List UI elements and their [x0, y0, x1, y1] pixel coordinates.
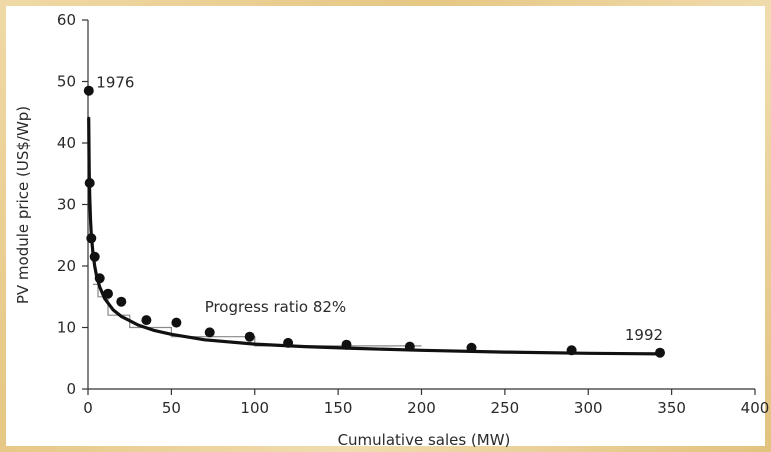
y-tick-label: 50: [57, 73, 76, 91]
data-point: [466, 342, 477, 353]
data-point: [283, 337, 294, 348]
data-point: [171, 317, 182, 328]
data-point: [103, 288, 113, 299]
x-tick-label: 250: [491, 399, 520, 417]
annotation-label: 1992: [625, 326, 663, 344]
y-tick-label: 40: [57, 134, 76, 152]
y-tick-label: 20: [57, 257, 76, 275]
data-point: [83, 85, 94, 96]
data-point: [84, 178, 95, 188]
x-tick-label: 300: [574, 399, 603, 417]
annotation-label: 1976: [96, 74, 134, 92]
data-point: [404, 341, 415, 352]
fit-series: [87, 116, 662, 356]
data-point: [86, 233, 97, 244]
y-tick-label: 0: [66, 380, 76, 398]
y-tick-label: 30: [57, 196, 76, 214]
y-axis-label: PV module price (US$/Wp): [14, 106, 32, 304]
data-point: [566, 345, 577, 356]
axes: 0 10 20 30 40 50 60 0 50 100 150 200 250 300 350 400: [57, 11, 769, 417]
y-tick-label: 10: [57, 319, 76, 337]
annotations: 1976 Progress ratio 82% 1992: [96, 74, 663, 344]
x-axis-label: Cumulative sales (MW): [338, 431, 511, 449]
data-point: [204, 327, 215, 338]
x-tick-label: 100: [240, 399, 269, 417]
x-tick-label: 400: [741, 399, 770, 417]
data-point: [244, 331, 255, 342]
fit-curve: [87, 116, 662, 356]
data-point: [341, 339, 352, 350]
x-tick-label: 150: [324, 399, 353, 417]
data-point: [89, 251, 100, 262]
x-tick-label: 350: [657, 399, 686, 417]
plot-panel: [6, 6, 765, 446]
data-point: [116, 296, 127, 307]
x-tick-label: 50: [162, 399, 181, 417]
data-point: [94, 273, 105, 284]
annotation-label: Progress ratio 82%: [205, 298, 346, 316]
x-tick-label: 0: [83, 399, 93, 417]
y-tick-label: 60: [57, 11, 76, 29]
data-point: [141, 315, 152, 326]
point-series: [83, 85, 665, 358]
data-point: [655, 347, 665, 358]
x-tick-label: 200: [407, 399, 436, 417]
